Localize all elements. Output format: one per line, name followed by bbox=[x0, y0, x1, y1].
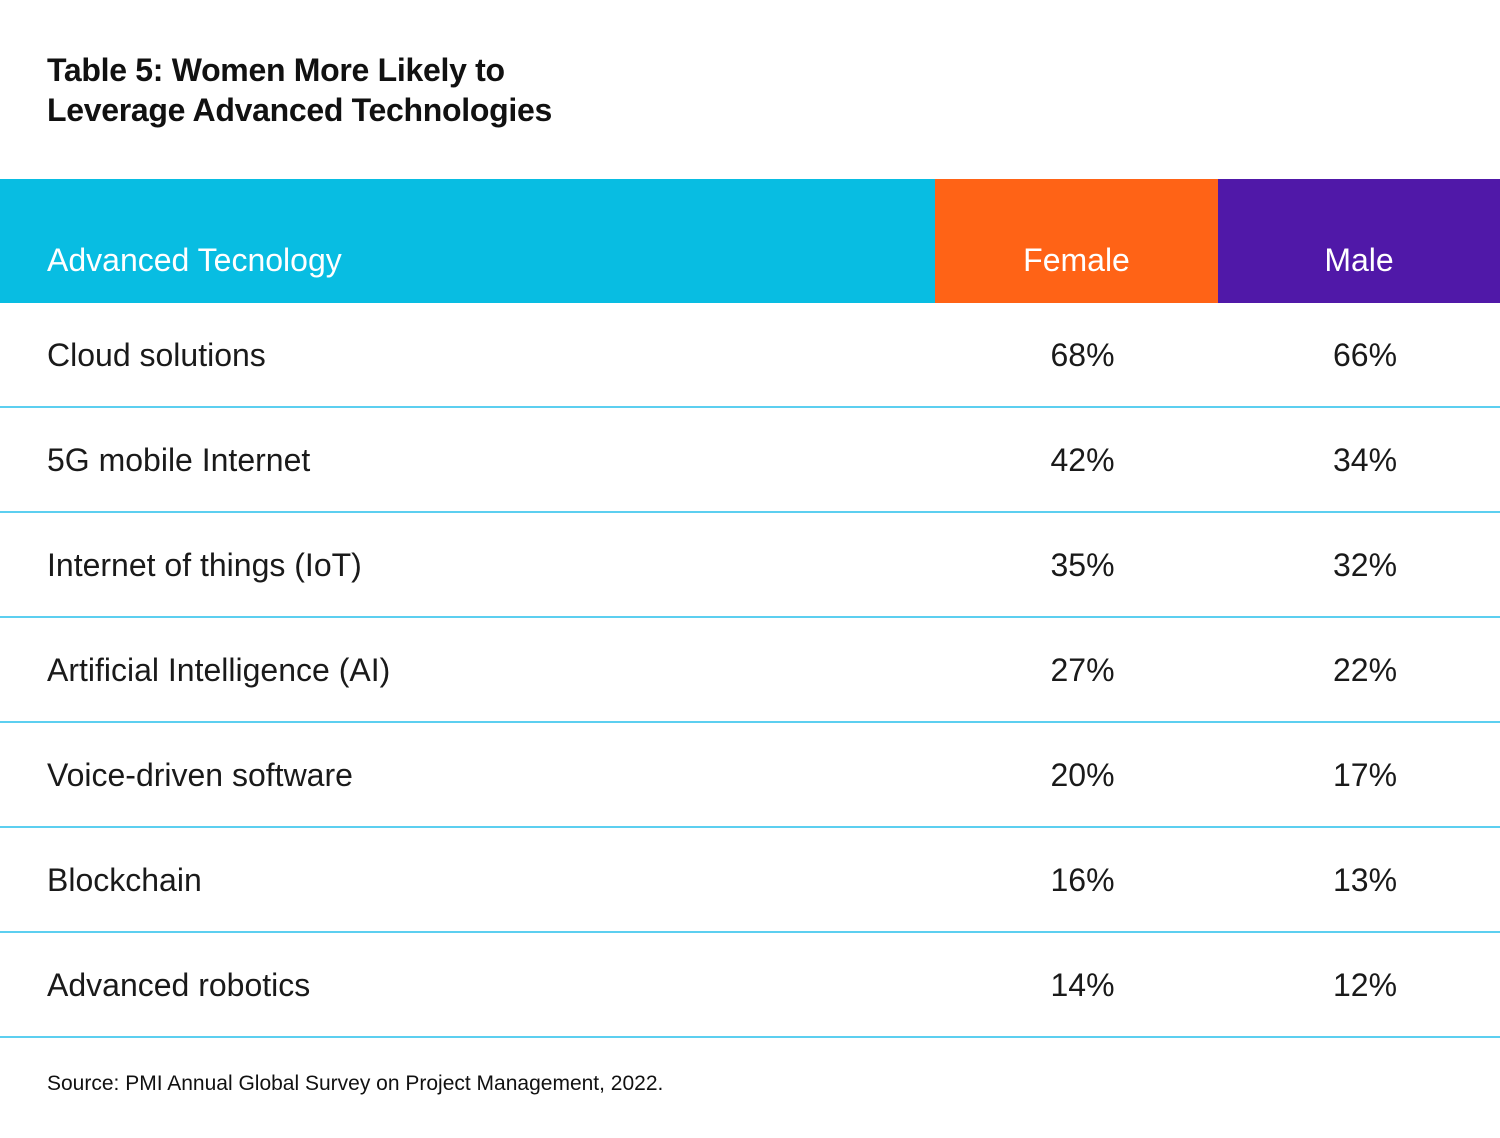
row-male-value: 13% bbox=[1332, 861, 1398, 898]
table-row: Advanced robotics 14% 12% bbox=[0, 933, 1500, 1038]
row-male-value: 17% bbox=[1332, 756, 1398, 793]
row-female-value: 68% bbox=[1050, 336, 1115, 373]
row-female-value: 42% bbox=[1050, 441, 1115, 478]
header-advanced-technology: Advanced Tecnology bbox=[0, 179, 935, 303]
table-row: Cloud solutions 68% 66% bbox=[0, 303, 1500, 408]
table-title: Table 5: Women More Likely to Leverage A… bbox=[47, 50, 947, 130]
row-male-value: 34% bbox=[1332, 441, 1398, 478]
table-row: Blockchain 16% 13% bbox=[0, 828, 1500, 933]
row-technology: Advanced robotics bbox=[47, 966, 311, 1003]
row-male-value: 32% bbox=[1332, 546, 1398, 583]
table-row: Artificial Intelligence (AI) 27% 22% bbox=[0, 618, 1500, 723]
row-technology: Artificial Intelligence (AI) bbox=[47, 651, 391, 688]
table-title-line-2: Leverage Advanced Technologies bbox=[47, 92, 552, 128]
row-male-value: 66% bbox=[1332, 336, 1398, 373]
table-row: 5G mobile Internet 42% 34% bbox=[0, 408, 1500, 513]
row-female-value: 16% bbox=[1050, 861, 1115, 898]
row-technology: 5G mobile Internet bbox=[47, 441, 311, 478]
row-male-value: 22% bbox=[1332, 651, 1398, 688]
table-row: Voice-driven software 20% 17% bbox=[0, 723, 1500, 828]
header-female: Female bbox=[935, 179, 1218, 303]
source-note: Source: PMI Annual Global Survey on Proj… bbox=[47, 1072, 664, 1095]
row-technology: Cloud solutions bbox=[47, 336, 266, 373]
row-technology: Voice-driven software bbox=[47, 756, 353, 793]
header-male: Male bbox=[1218, 179, 1500, 303]
row-female-value: 35% bbox=[1050, 546, 1115, 583]
row-female-value: 20% bbox=[1050, 756, 1115, 793]
row-male-value: 12% bbox=[1332, 966, 1398, 1003]
row-technology: Blockchain bbox=[47, 861, 202, 898]
row-technology: Internet of things (IoT) bbox=[47, 546, 362, 583]
row-female-value: 27% bbox=[1050, 651, 1115, 688]
table-row: Internet of things (IoT) 35% 32% bbox=[0, 513, 1500, 618]
technology-table: Advanced Tecnology Female Male Cloud sol… bbox=[0, 179, 1500, 1038]
row-female-value: 14% bbox=[1050, 966, 1115, 1003]
table-title-line-1: Table 5: Women More Likely to bbox=[47, 52, 505, 88]
table-header-row: Advanced Tecnology Female Male bbox=[0, 179, 1500, 303]
